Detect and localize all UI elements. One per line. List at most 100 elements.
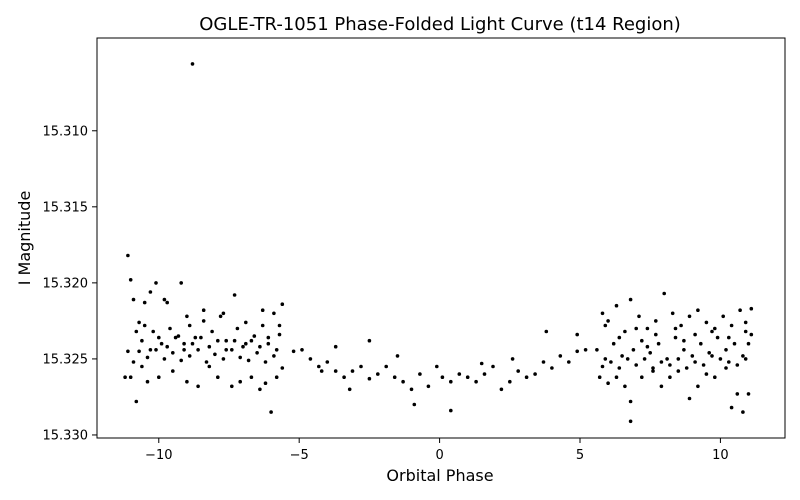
data-point [224, 348, 228, 352]
data-point [221, 357, 226, 361]
data-point [249, 375, 254, 380]
data-point [449, 379, 453, 384]
data-point [148, 290, 153, 294]
data-point [342, 375, 346, 380]
data-point [179, 358, 183, 363]
chart-title: OGLE-TR-1051 Phase-Folded Light Curve (t… [199, 14, 681, 35]
data-point [583, 348, 588, 352]
data-point [232, 338, 237, 343]
data-point [679, 323, 683, 328]
data-point [713, 375, 717, 380]
y-tick-label: 15.315 [43, 200, 89, 215]
data-point [168, 326, 172, 331]
data-point [651, 366, 655, 370]
data-point [260, 323, 265, 328]
data-point [412, 402, 417, 407]
data-point [440, 375, 445, 380]
data-point [258, 387, 262, 392]
data-point [741, 354, 745, 358]
y-tick-label: 15.330 [43, 428, 89, 443]
data-point [142, 300, 147, 305]
data-point [291, 349, 296, 354]
data-point [274, 375, 279, 380]
data-point [479, 361, 484, 366]
data-point [558, 354, 563, 358]
data-point [384, 364, 389, 369]
data-point [134, 329, 139, 334]
data-point [575, 332, 579, 337]
data-point [642, 357, 647, 361]
data-point [165, 344, 169, 349]
x-tick-label: −5 [290, 448, 309, 463]
data-point [196, 348, 200, 352]
data-point [258, 344, 262, 349]
data-point [244, 320, 248, 325]
data-point [126, 349, 130, 354]
data-point [218, 314, 223, 319]
data-point [395, 354, 400, 358]
data-point [435, 364, 439, 369]
data-point [210, 329, 214, 334]
y-tick-label: 15.320 [43, 276, 89, 291]
y-tick-label: 15.325 [43, 352, 89, 367]
data-point [266, 335, 271, 340]
x-tick-label: 10 [712, 448, 729, 463]
data-point [704, 372, 709, 376]
data-point [266, 341, 271, 346]
data-point [151, 329, 155, 334]
data-point [190, 62, 195, 66]
data-point [735, 392, 740, 396]
data-point [465, 375, 470, 380]
data-point [199, 335, 203, 340]
data-point [280, 302, 285, 307]
data-point [544, 329, 549, 334]
data-point [162, 357, 167, 361]
data-point [701, 363, 706, 367]
data-point [491, 364, 495, 369]
x-tick-label: −10 [145, 448, 172, 463]
data-point [252, 334, 257, 338]
data-point [142, 323, 147, 328]
data-point [676, 357, 681, 361]
data-point [274, 348, 279, 352]
data-point [603, 323, 608, 328]
data-point [171, 351, 175, 355]
data-point [508, 379, 512, 384]
data-point [255, 351, 259, 355]
data-point [140, 338, 144, 343]
data-point [171, 369, 175, 373]
data-point [190, 341, 195, 346]
data-point [409, 387, 414, 392]
data-point [654, 332, 658, 337]
data-point [333, 344, 338, 349]
data-points [123, 62, 754, 424]
data-point [656, 341, 661, 346]
data-point [693, 360, 697, 364]
data-point [131, 297, 136, 302]
data-point [724, 348, 728, 352]
x-tick-label: 0 [435, 448, 443, 463]
data-point [246, 358, 251, 363]
data-point [715, 335, 720, 340]
data-point [724, 366, 728, 370]
data-point [668, 363, 672, 367]
data-point [729, 323, 734, 328]
data-point [550, 366, 554, 370]
data-point [300, 348, 304, 352]
data-point [727, 335, 731, 340]
data-point [732, 341, 737, 346]
data-point [238, 355, 242, 360]
data-point [128, 375, 133, 380]
data-point [749, 332, 754, 337]
data-point [743, 329, 748, 334]
data-point [743, 320, 748, 325]
data-point [157, 375, 161, 380]
data-point [182, 348, 186, 352]
data-point [673, 335, 678, 340]
data-point [687, 396, 692, 401]
data-point [623, 329, 627, 334]
data-point [230, 348, 234, 352]
data-point [269, 410, 273, 414]
data-point [179, 281, 183, 285]
data-point [185, 314, 189, 319]
